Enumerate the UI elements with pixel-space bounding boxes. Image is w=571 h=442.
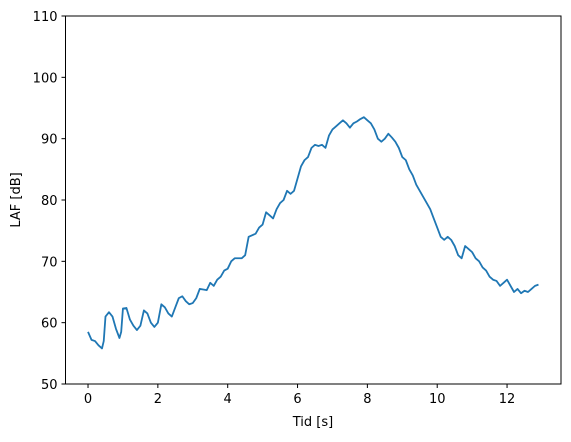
data-line	[87, 116, 539, 350]
x-tick-label: 12	[499, 392, 516, 407]
y-tick-label: 50	[41, 378, 58, 393]
y-tick-label: 100	[33, 71, 58, 86]
plot-frame	[65, 15, 562, 385]
y-tick-label: 80	[41, 194, 58, 209]
y-tick-label: 90	[41, 133, 58, 148]
y-tick-label: 60	[41, 317, 58, 332]
x-tick-label: 0	[84, 392, 92, 407]
x-tick-label: 8	[363, 392, 371, 407]
x-tick-label: 10	[429, 392, 446, 407]
x-tick-label: 6	[293, 392, 301, 407]
x-axis-label: Tid [s]	[292, 415, 333, 430]
x-tick-label: 4	[224, 392, 232, 407]
y-tick-label: 110	[33, 10, 58, 25]
y-tick-label: 70	[41, 255, 58, 270]
x-tick-label: 2	[154, 392, 162, 407]
y-axis-label: LAF [dB]	[9, 172, 24, 227]
